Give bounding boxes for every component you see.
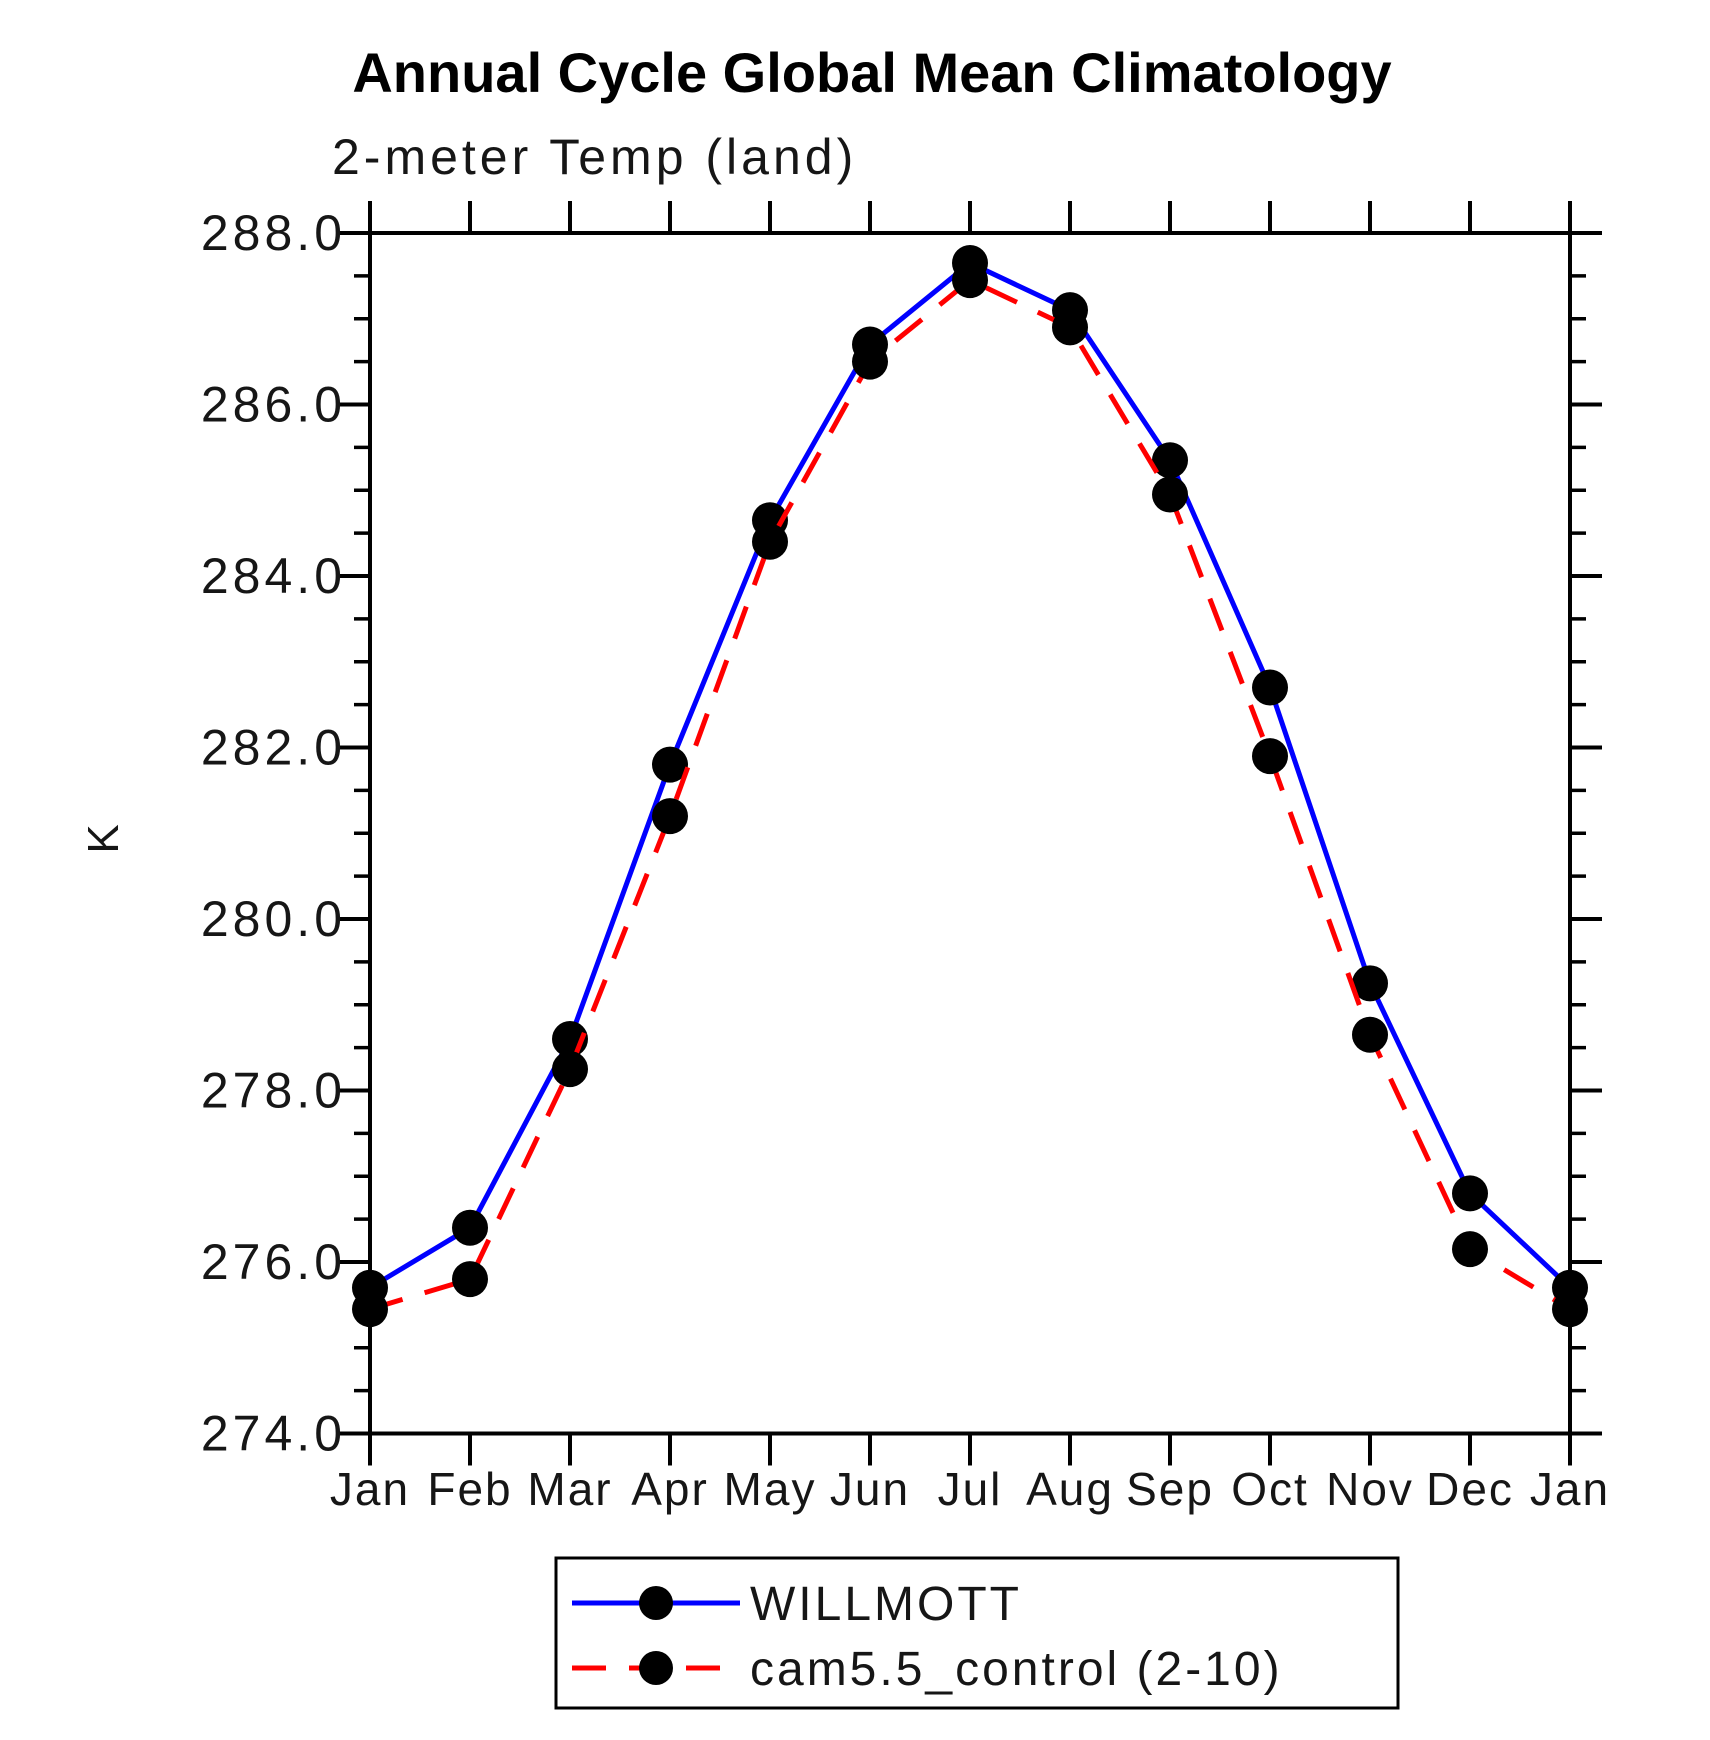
x-tick-label: Mar bbox=[527, 1463, 612, 1515]
data-point-marker bbox=[652, 798, 688, 835]
data-point-marker bbox=[1252, 738, 1288, 775]
x-tick-label: Nov bbox=[1326, 1463, 1414, 1515]
y-tick-label: 276.0 bbox=[201, 1234, 346, 1290]
y-axis-tick-labels: 274.0 276.0 278.0 280.0 282.0 284.0 286.0 288.0 bbox=[201, 205, 346, 1462]
data-point-marker bbox=[1452, 1231, 1488, 1268]
chart-subtitle: 2-meter Temp (land) bbox=[332, 129, 857, 185]
x-axis-tick-labels: Jan Feb Mar Apr May Jun Jul Aug Sep Oct Nov Dec Jan bbox=[330, 1463, 1610, 1515]
y-tick-label: 280.0 bbox=[201, 891, 346, 947]
data-point-marker bbox=[1252, 669, 1288, 706]
data-point-marker bbox=[1152, 476, 1188, 513]
data-point-marker bbox=[1152, 442, 1188, 479]
x-tick-label: Oct bbox=[1231, 1463, 1309, 1515]
x-tick-label: May bbox=[724, 1463, 817, 1515]
data-point-marker bbox=[1552, 1291, 1588, 1328]
data-point-marker bbox=[1352, 1016, 1388, 1053]
data-point-marker bbox=[452, 1209, 488, 1246]
data-point-marker bbox=[652, 746, 688, 783]
y-tick-label: 284.0 bbox=[201, 548, 346, 604]
series-line-2 bbox=[369, 277, 1572, 1312]
data-point-marker bbox=[852, 343, 888, 380]
legend-marker bbox=[639, 1651, 673, 1685]
legend-entry-label: WILLMOTT bbox=[750, 1578, 1022, 1631]
y-tick-label: 286.0 bbox=[201, 377, 346, 433]
y-axis-label: K bbox=[79, 822, 128, 853]
x-tick-label: Jan bbox=[330, 1463, 410, 1515]
x-tick-label: Apr bbox=[631, 1463, 709, 1515]
x-tick-label: Dec bbox=[1426, 1463, 1514, 1515]
x-tick-label: Sep bbox=[1126, 1463, 1214, 1515]
legend: WILLMOTT cam5.5_control (2-10) bbox=[554, 1556, 1400, 1710]
y-tick-label: 278.0 bbox=[201, 1063, 346, 1119]
data-point-marker bbox=[352, 1291, 388, 1328]
chart-title: Annual Cycle Global Mean Climatology bbox=[352, 41, 1391, 104]
data-point-marker bbox=[552, 1051, 588, 1088]
x-tick-label: Feb bbox=[427, 1463, 512, 1515]
axes bbox=[338, 201, 1602, 1466]
y-tick-label: 274.0 bbox=[201, 1406, 346, 1462]
data-point-marker bbox=[1052, 309, 1088, 346]
data-point-marker bbox=[752, 523, 788, 560]
y-tick-label: 288.0 bbox=[201, 205, 346, 261]
x-tick-label: Jan bbox=[1530, 1463, 1610, 1515]
legend-marker bbox=[639, 1586, 673, 1620]
legend-box bbox=[554, 1556, 1400, 1710]
data-series bbox=[352, 245, 1588, 1328]
data-point-marker bbox=[1452, 1175, 1488, 1212]
legend-entry-label: cam5.5_control (2-10) bbox=[750, 1643, 1283, 1696]
x-tick-label: Jul bbox=[938, 1463, 1003, 1515]
x-tick-label: Jun bbox=[830, 1463, 910, 1515]
x-tick-label: Aug bbox=[1026, 1463, 1114, 1515]
data-point-marker bbox=[952, 262, 988, 299]
series-line-1 bbox=[368, 260, 1572, 1290]
data-point-marker bbox=[452, 1261, 488, 1298]
y-tick-label: 282.0 bbox=[201, 720, 346, 776]
data-point-marker bbox=[1352, 965, 1388, 1002]
